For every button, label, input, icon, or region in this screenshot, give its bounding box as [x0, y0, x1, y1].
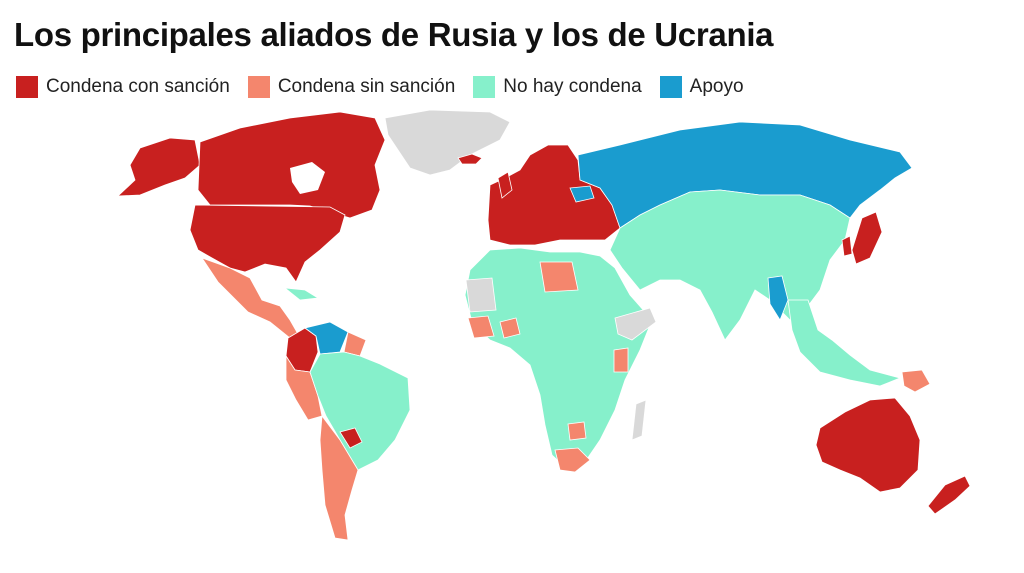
legend-swatch-condena-sin-sancion: [247, 76, 270, 98]
region-kenya: [613, 347, 629, 373]
region-libya: [539, 261, 579, 293]
region-south-africa: [554, 447, 591, 473]
region-myanmar: [767, 275, 789, 321]
legend-swatch-no-hay-condena: [473, 76, 496, 98]
world-map: [116, 109, 971, 541]
hudson-bay: [290, 162, 325, 194]
region-uk: [497, 171, 513, 199]
region-korea: [841, 235, 853, 257]
region-guianas: [343, 331, 367, 357]
legend-swatch-condena-con-sancion: [16, 76, 38, 98]
region-zambia: [567, 421, 587, 441]
page-title: Los principales aliados de Rusia y los d…: [14, 16, 774, 53]
region-southeast-asia: [787, 299, 902, 387]
region-africa: [464, 247, 653, 471]
region-horn-no-data: [614, 307, 657, 341]
region-africa-no-data: [465, 277, 497, 313]
region-alaska: [116, 137, 201, 197]
region-caribbean: [283, 287, 320, 301]
legend-item-no-hay-condena: No hay condena: [473, 76, 642, 98]
region-new-zealand: [927, 475, 971, 515]
legend-swatch-apoyo: [659, 76, 682, 98]
legend-label: No hay condena: [503, 76, 642, 97]
region-australia: [815, 397, 921, 493]
region-west-africa: [467, 315, 495, 339]
region-iceland: [457, 153, 483, 165]
region-japan: [851, 211, 883, 265]
region-argentina-chile: [319, 414, 359, 541]
legend-item-condena-con-sancion: Condena con sanción: [16, 76, 230, 98]
legend-label: Apoyo: [689, 76, 744, 97]
region-madagascar: [631, 399, 647, 441]
region-greenland: [384, 109, 511, 176]
region-belarus: [569, 185, 595, 203]
region-png: [901, 369, 931, 393]
legend-item-apoyo: Apoyo: [659, 76, 744, 98]
region-paraguay: [339, 427, 363, 449]
region-nigeria: [499, 317, 521, 339]
legend-label: Condena con sanción: [46, 76, 230, 97]
legend-label: Condena sin sanción: [277, 76, 456, 97]
region-canada: [197, 111, 386, 219]
legend-item-condena-sin-sancion: Condena sin sanción: [247, 76, 456, 98]
region-brazil: [309, 351, 411, 471]
legend: Condena con sanción Condena sin sanción …: [16, 76, 744, 98]
region-usa: [189, 204, 346, 283]
